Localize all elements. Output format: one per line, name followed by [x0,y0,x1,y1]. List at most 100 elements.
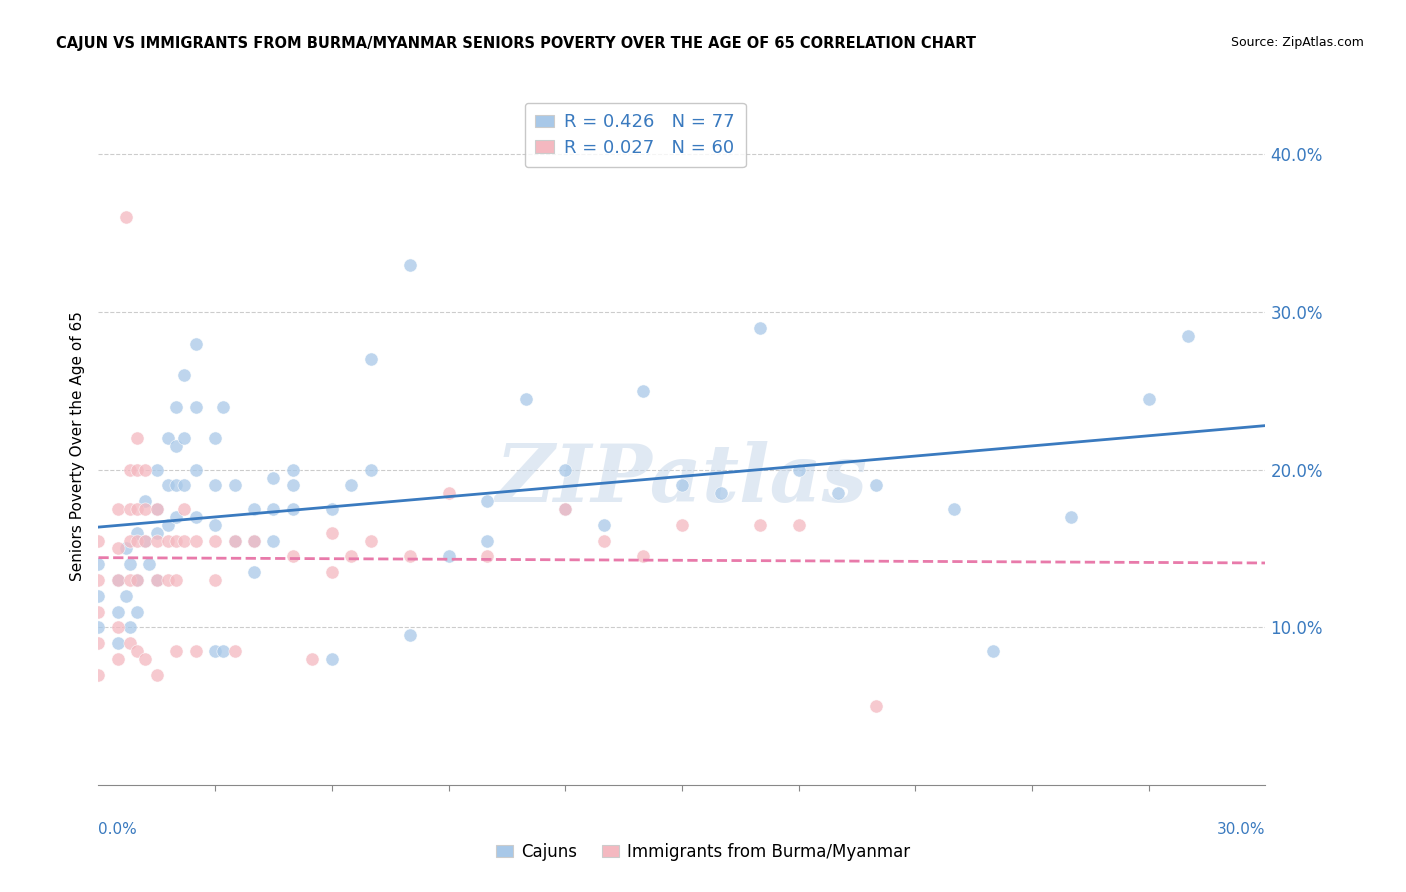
Point [340,549,363,564]
Point [631,384,654,398]
Point [118,533,141,548]
Point [360,463,382,477]
Point [321,525,343,540]
Point [224,478,246,492]
Text: 30.0%: 30.0% [1218,822,1265,837]
Point [146,533,169,548]
Point [127,525,149,540]
Point [748,517,770,532]
Point [321,652,343,666]
Point [748,320,770,334]
Point [212,400,235,414]
Point [107,620,129,634]
Point [554,463,576,477]
Point [243,565,266,579]
Point [943,502,966,516]
Point [157,478,180,492]
Point [398,628,420,642]
Text: ZIPatlas: ZIPatlas [496,442,868,518]
Point [165,644,187,658]
Legend: Cajuns, Immigrants from Burma/Myanmar: Cajuns, Immigrants from Burma/Myanmar [496,843,910,861]
Point [204,573,226,587]
Point [173,502,195,516]
Point [138,558,160,572]
Point [165,510,187,524]
Point [107,573,129,587]
Point [173,431,195,445]
Point [710,486,733,500]
Point [173,533,195,548]
Point [204,533,226,548]
Point [127,533,149,548]
Point [554,502,576,516]
Point [165,478,187,492]
Point [87,605,110,619]
Point [865,699,887,714]
Point [184,533,207,548]
Point [107,652,129,666]
Point [165,533,187,548]
Point [321,565,343,579]
Point [184,463,207,477]
Point [107,636,129,650]
Point [184,644,207,658]
Point [262,502,284,516]
Point [281,549,304,564]
Point [262,533,284,548]
Point [204,478,226,492]
Point [118,558,141,572]
Point [787,463,810,477]
Point [827,486,849,500]
Point [173,368,195,382]
Point [173,478,195,492]
Point [146,463,169,477]
Point [146,573,169,587]
Point [107,573,129,587]
Point [87,573,110,587]
Point [243,533,266,548]
Point [134,533,156,548]
Point [134,533,156,548]
Point [165,573,187,587]
Point [157,517,180,532]
Point [281,478,304,492]
Point [787,517,810,532]
Point [281,463,304,477]
Point [87,589,110,603]
Point [212,644,235,658]
Point [437,549,460,564]
Point [224,533,246,548]
Point [1060,510,1083,524]
Point [134,494,156,508]
Point [114,541,136,556]
Point [114,589,136,603]
Point [107,502,129,516]
Point [118,636,141,650]
Text: Source: ZipAtlas.com: Source: ZipAtlas.com [1230,36,1364,49]
Y-axis label: Seniors Poverty Over the Age of 65: Seniors Poverty Over the Age of 65 [69,311,84,581]
Point [118,502,141,516]
Point [146,667,169,681]
Point [340,478,363,492]
Point [671,517,693,532]
Point [146,502,169,516]
Point [631,549,654,564]
Point [184,510,207,524]
Point [127,573,149,587]
Text: CAJUN VS IMMIGRANTS FROM BURMA/MYANMAR SENIORS POVERTY OVER THE AGE OF 65 CORREL: CAJUN VS IMMIGRANTS FROM BURMA/MYANMAR S… [56,36,976,51]
Point [107,541,129,556]
Point [146,573,169,587]
Point [981,644,1004,658]
Point [554,502,576,516]
Point [118,573,141,587]
Point [157,431,180,445]
Point [87,558,110,572]
Point [146,502,169,516]
Point [134,502,156,516]
Point [398,549,420,564]
Point [437,486,460,500]
Point [321,502,343,516]
Point [204,644,226,658]
Point [515,392,537,406]
Point [593,517,616,532]
